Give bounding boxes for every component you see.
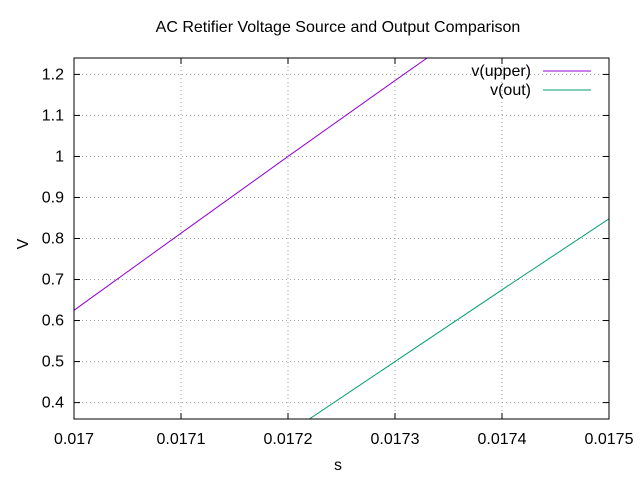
x-tick-label: 0.0175: [585, 431, 634, 448]
tick-layer: 0.017 0.0171 0.0172 0.0173 0.0174 0.0175 0.4 0.…: [42, 58, 634, 448]
y-tick-label: 0.6: [42, 313, 64, 330]
x-tick-label: 0.0174: [478, 431, 527, 448]
y-tick-label: 0.4: [42, 395, 64, 412]
x-axis-label: s: [334, 457, 342, 474]
series-layer: [74, 58, 609, 419]
y-tick-label: 1: [55, 148, 64, 165]
y-axis-label: V: [15, 238, 32, 249]
grid: [74, 58, 609, 419]
series-line-v-out: [309, 218, 609, 419]
y-tick-label: 0.5: [42, 354, 64, 371]
y-tick-label: 0.9: [42, 189, 64, 206]
chart-title: AC Retifier Voltage Source and Output Co…: [156, 19, 521, 36]
x-tick-label: 0.0172: [264, 431, 313, 448]
legend: v(upper) v(out): [471, 63, 591, 99]
x-tick-label: 0.0171: [157, 431, 206, 448]
series-line-v-upper: [74, 58, 428, 311]
y-tick-label: 1.2: [42, 66, 64, 83]
x-tick-label: 0.0173: [371, 431, 420, 448]
legend-label: v(upper): [471, 63, 531, 80]
y-tick-label: 1.1: [42, 107, 64, 124]
y-tick-label: 0.7: [42, 272, 64, 289]
y-tick-label: 0.8: [42, 231, 64, 248]
legend-label: v(out): [490, 82, 531, 99]
x-tick-label: 0.017: [54, 431, 94, 448]
